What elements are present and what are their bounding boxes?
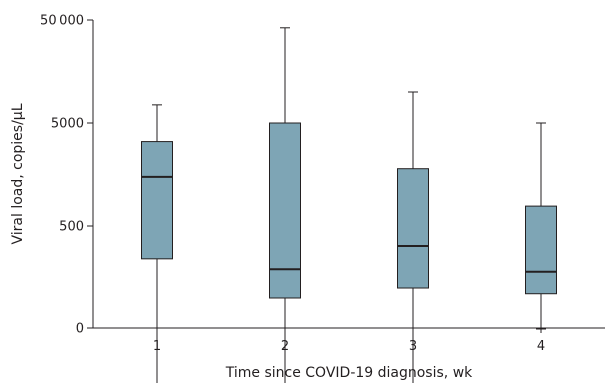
box-week-1 — [141, 104, 173, 383]
y-tick-label: 50 000 — [40, 14, 84, 29]
iqr-box — [397, 168, 429, 289]
box-week-3 — [397, 91, 429, 383]
y-tick-label: 500 — [59, 220, 84, 235]
box-week-2 — [269, 27, 301, 383]
boxes — [141, 27, 557, 383]
box-week-4 — [525, 122, 557, 330]
iqr-box — [525, 205, 557, 295]
iqr-box — [269, 122, 301, 299]
x-axis-title: Time since COVID-19 diagnosis, wk — [225, 365, 473, 381]
y-axis-title: Viral load, copies/µL — [10, 103, 26, 244]
y-tick-label: 5000 — [51, 117, 84, 132]
y-axis-ticks: 0 500 5000 50 000 — [40, 14, 93, 337]
y-tick-label: 0 — [76, 322, 84, 337]
x-tick-label: 4 — [537, 339, 545, 354]
iqr-box — [141, 141, 173, 260]
